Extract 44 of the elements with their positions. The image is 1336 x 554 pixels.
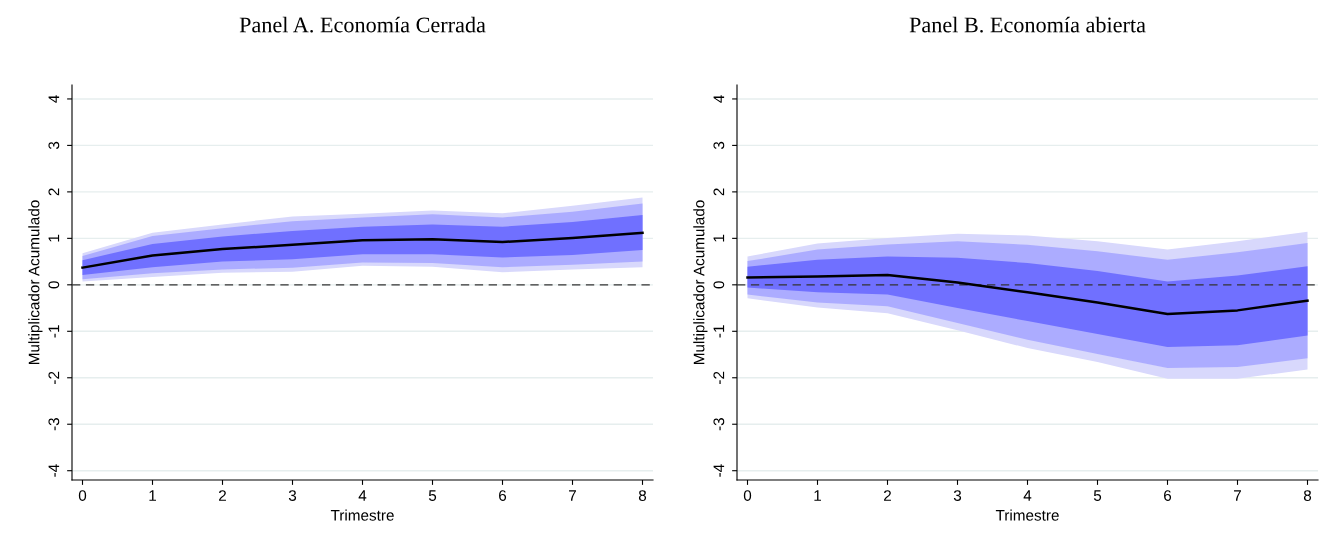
y-tick-label: -1 [713,325,725,338]
y-tick-label: -3 [48,418,60,431]
x-axis-title: Trimestre [995,509,1059,521]
chart-title: Panel A. Economía Cerrada [239,16,486,33]
x-tick-label: 3 [953,490,962,501]
x-tick-label: 7 [1234,490,1241,501]
x-tick-label: 6 [499,490,507,501]
x-tick-label: 5 [1093,490,1102,501]
x-tick-label: 1 [149,490,156,501]
y-tick-label: -4 [48,464,60,477]
x-tick-label: 2 [219,490,226,501]
x-tick-label: 2 [884,490,891,501]
x-tick-label: 8 [638,490,647,501]
x-tick-label: 0 [743,490,752,501]
y-tick-label: -2 [48,371,60,384]
y-tick-label: -3 [713,418,725,431]
x-axis-title: Trimestre [330,509,394,521]
y-axis-title: Multiplicador Acumulado [693,200,708,365]
x-tick-label: 6 [1164,490,1172,501]
x-tick-label: 7 [569,490,576,501]
y-tick-label: 3 [48,141,60,150]
x-tick-label: 3 [288,490,297,501]
x-tick-label: 1 [814,490,821,501]
y-tick-label: -2 [713,371,725,384]
y-tick-label: 1 [48,234,60,242]
y-tick-label: -1 [48,325,60,338]
x-tick-label: 4 [358,490,367,501]
line-series [81,231,644,269]
line-series [746,273,1309,316]
x-tick-label: 4 [1023,490,1032,501]
chart-title: Panel B. Economía abierta [909,16,1146,33]
y-tick-label: 0 [48,281,60,289]
y-tick-label: 4 [713,95,725,103]
y-axis-title: Multiplicador Acumulado [28,200,43,365]
y-tick-label: -4 [713,464,725,477]
y-tick-label: 2 [48,188,60,196]
y-tick-label: 1 [713,234,725,242]
x-tick-label: 0 [78,490,87,501]
y-tick-label: 2 [713,188,725,196]
x-tick-label: 8 [1303,490,1312,501]
y-tick-label: 0 [713,281,725,289]
x-tick-label: 5 [428,490,437,501]
y-tick-label: 3 [713,141,725,150]
y-tick-label: 4 [48,95,60,103]
